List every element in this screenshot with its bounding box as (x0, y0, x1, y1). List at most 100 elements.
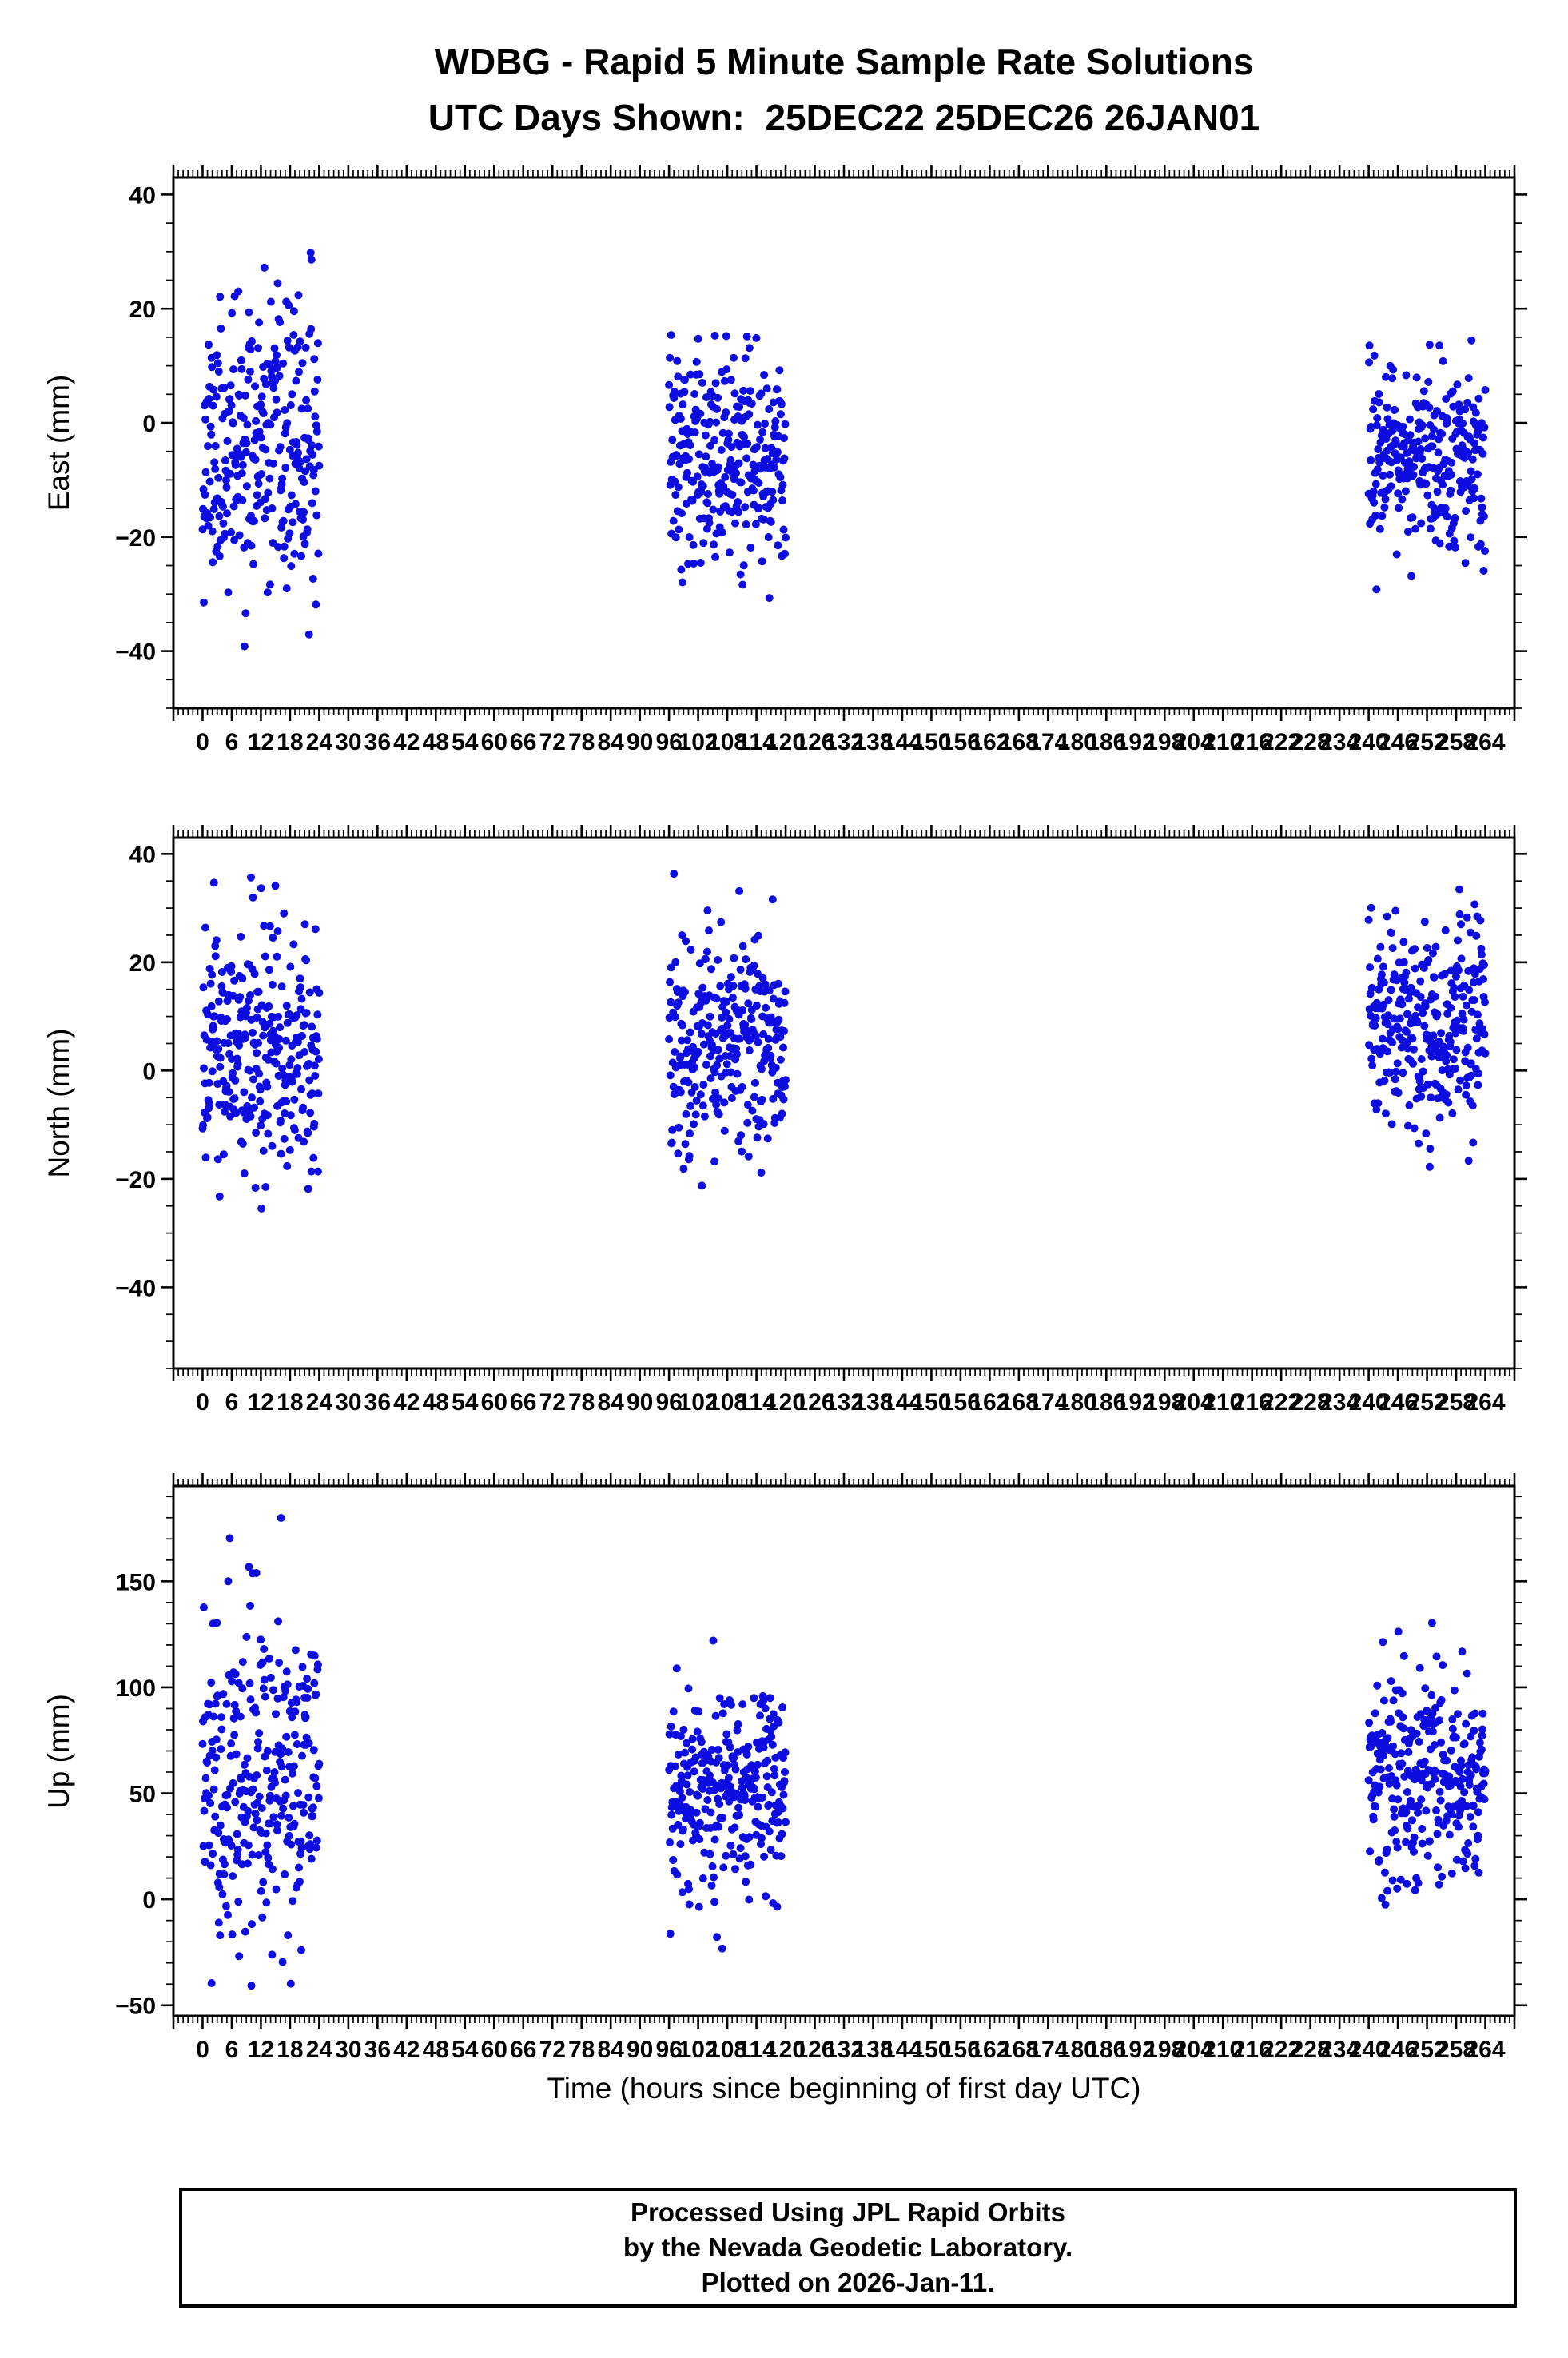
data-point (299, 1801, 308, 1810)
data-point (263, 1082, 272, 1091)
data-point (1445, 542, 1454, 551)
data-point (714, 1822, 723, 1831)
data-point (278, 474, 287, 483)
data-point (685, 1885, 693, 1894)
data-point (217, 982, 226, 990)
data-point (303, 525, 312, 534)
data-point (682, 1109, 690, 1118)
data-point (1423, 1851, 1432, 1860)
data-point (667, 1138, 676, 1147)
data-point (665, 380, 674, 389)
data-point (212, 1753, 221, 1762)
data-point (274, 543, 282, 552)
data-point (1388, 1876, 1397, 1885)
data-point (252, 1569, 261, 1577)
data-point (1410, 463, 1418, 471)
data-point (1445, 1032, 1454, 1040)
data-point (679, 1725, 688, 1734)
data-point (1474, 394, 1483, 403)
data-point (702, 452, 710, 461)
x-tick-label: 114 (737, 1389, 776, 1416)
data-point (726, 1700, 735, 1709)
x-tick-label: 246 (1378, 2037, 1418, 2063)
x-tick-label: 60 (481, 729, 507, 755)
data-point (1375, 1856, 1383, 1864)
x-tick-label: 258 (1436, 1389, 1476, 1416)
data-point (309, 466, 318, 474)
data-point (726, 1841, 735, 1850)
data-point (780, 434, 788, 443)
data-point (285, 1145, 294, 1154)
data-point (666, 1930, 675, 1938)
data-point (723, 1021, 732, 1030)
data-point (1464, 1839, 1473, 1847)
data-point (296, 983, 304, 992)
data-point (1407, 1726, 1415, 1735)
data-point (311, 925, 320, 934)
data-point (1455, 885, 1463, 894)
data-point (674, 998, 683, 1007)
data-point (277, 1117, 285, 1125)
data-point (742, 454, 751, 463)
data-point (209, 385, 218, 394)
data-point (1481, 1049, 1490, 1058)
data-point (697, 1030, 706, 1038)
data-point (726, 456, 735, 464)
data-point (720, 1126, 729, 1135)
data-point (228, 1677, 237, 1686)
data-point (1468, 1101, 1477, 1110)
data-point (296, 974, 304, 983)
data-point (229, 1778, 237, 1787)
data-point (1371, 1022, 1379, 1030)
data-point (711, 1711, 720, 1720)
data-point (254, 480, 263, 488)
data-point (259, 409, 268, 418)
data-point (683, 1036, 691, 1045)
data-point (748, 1106, 757, 1115)
data-point (714, 956, 722, 964)
data-point (261, 445, 270, 454)
x-tick-label: 210 (1203, 2037, 1243, 2063)
data-point (257, 1886, 265, 1895)
data-point (1456, 1782, 1465, 1790)
data-point (1455, 1768, 1464, 1776)
data-point (738, 580, 747, 589)
data-point (688, 1745, 697, 1754)
data-point (198, 525, 207, 534)
data-point (1467, 1059, 1475, 1068)
data-point (739, 386, 748, 395)
data-point (251, 1184, 260, 1192)
data-point (762, 384, 771, 393)
data-point (209, 1850, 217, 1858)
x-tick-label: 246 (1378, 1389, 1418, 1416)
data-point (728, 491, 737, 499)
data-point (780, 1026, 788, 1035)
data-point (1467, 533, 1475, 542)
data-point (222, 1699, 231, 1708)
data-point (310, 387, 319, 396)
data-point (298, 1032, 306, 1040)
data-point (780, 1777, 789, 1786)
data-point (1422, 1806, 1431, 1815)
data-point (689, 540, 698, 549)
data-point (1367, 1054, 1376, 1063)
data-point (1472, 1765, 1481, 1774)
data-point (686, 1101, 695, 1110)
data-point (214, 473, 223, 482)
data-point (702, 947, 711, 956)
data-point (247, 541, 256, 550)
footer-line-1: Processed Using JPL Rapid Orbits (630, 2197, 1066, 2227)
data-point (199, 1121, 207, 1129)
data-point (1412, 1729, 1421, 1738)
data-point (1465, 1781, 1474, 1789)
data-point (676, 1840, 685, 1849)
data-point (231, 1670, 240, 1679)
data-point (312, 1034, 321, 1043)
data-point (246, 367, 254, 376)
data-point (757, 1840, 765, 1849)
data-point (277, 1763, 286, 1771)
data-point (1459, 1857, 1467, 1866)
data-point (1425, 1162, 1434, 1171)
data-point (758, 557, 766, 566)
data-point (745, 1833, 754, 1842)
